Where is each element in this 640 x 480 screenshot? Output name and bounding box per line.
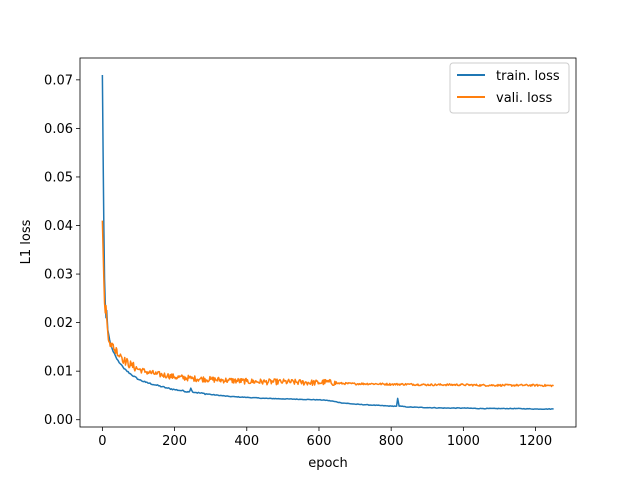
y-tick-label: 0.00 bbox=[44, 413, 73, 428]
legend-label-vali-loss: vali. loss bbox=[496, 91, 552, 106]
plot-frame bbox=[79, 57, 577, 428]
y-tick-label: 0.02 bbox=[44, 316, 73, 331]
x-tick-label: 400 bbox=[234, 434, 259, 449]
x-tick-label: 1200 bbox=[519, 434, 552, 449]
y-tick-label: 0.05 bbox=[44, 170, 73, 185]
legend: train. loss vali. loss bbox=[449, 62, 570, 114]
series-layer bbox=[101, 74, 554, 411]
x-tick-label: 600 bbox=[307, 434, 332, 449]
x-tick-label: 200 bbox=[162, 434, 187, 449]
y-tick-label: 0.01 bbox=[44, 365, 73, 380]
y-tick-label: 0.03 bbox=[44, 268, 73, 283]
y-tick-label: 0.07 bbox=[44, 73, 73, 88]
x-axis-label: epoch bbox=[308, 456, 348, 471]
series-line-train-loss bbox=[101, 74, 554, 411]
y-tick-label: 0.06 bbox=[44, 122, 73, 137]
y-tick-label: 0.04 bbox=[44, 219, 73, 234]
x-axis-ticks: 0 200 400 600 800 1000 1200 bbox=[98, 427, 552, 449]
x-tick-label: 0 bbox=[98, 434, 106, 449]
y-axis-ticks: 0.00 0.01 0.02 0.03 0.04 0.05 0.06 0.07 bbox=[44, 73, 80, 428]
plot-area bbox=[80, 58, 576, 427]
x-tick-label: 800 bbox=[379, 434, 404, 449]
y-axis-label: L1 loss bbox=[19, 219, 34, 264]
x-tick-label: 1000 bbox=[447, 434, 480, 449]
legend-label-train-loss: train. loss bbox=[496, 69, 560, 84]
series-line-vali-loss bbox=[101, 220, 554, 388]
